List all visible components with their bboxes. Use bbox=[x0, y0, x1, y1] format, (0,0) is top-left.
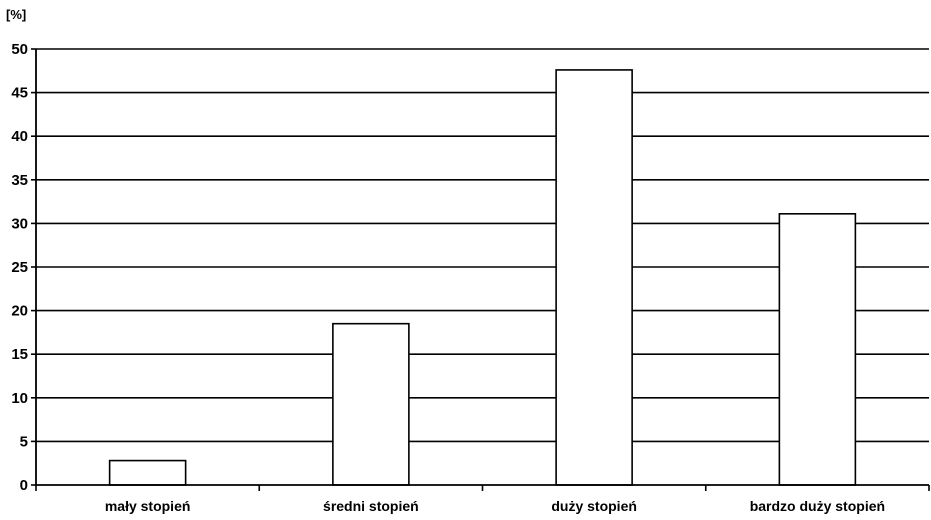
y-tick-label: 20 bbox=[11, 303, 28, 320]
bars bbox=[108, 69, 857, 486]
y-tick-label: 25 bbox=[11, 259, 28, 276]
y-tick-label: 5 bbox=[20, 433, 28, 450]
y-tick-label: 10 bbox=[11, 390, 28, 407]
y-tick-label: 0 bbox=[20, 477, 28, 494]
y-tick-label: 50 bbox=[11, 41, 28, 58]
bar bbox=[332, 322, 410, 486]
x-category-label: duży stopień bbox=[551, 498, 637, 514]
bar bbox=[555, 69, 633, 486]
y-axis-unit-label: [%] bbox=[6, 7, 26, 22]
bar bbox=[108, 459, 187, 486]
bar bbox=[778, 213, 857, 486]
y-tick-label: 15 bbox=[11, 346, 28, 363]
x-category-label: średni stopień bbox=[323, 498, 419, 514]
x-category-label: bardzo duży stopień bbox=[750, 498, 885, 514]
labels: 0 5 10 15 20 25 30 35 40 45 50 mały stopień średni s… bbox=[11, 41, 885, 514]
y-tick-label: 35 bbox=[11, 172, 28, 189]
gridlines bbox=[36, 48, 929, 443]
x-category-label: mały stopień bbox=[105, 498, 191, 514]
y-tick-label: 45 bbox=[11, 85, 28, 102]
y-tick-label: 40 bbox=[11, 128, 28, 145]
axes bbox=[31, 48, 930, 491]
y-tick-label: 30 bbox=[11, 215, 28, 232]
